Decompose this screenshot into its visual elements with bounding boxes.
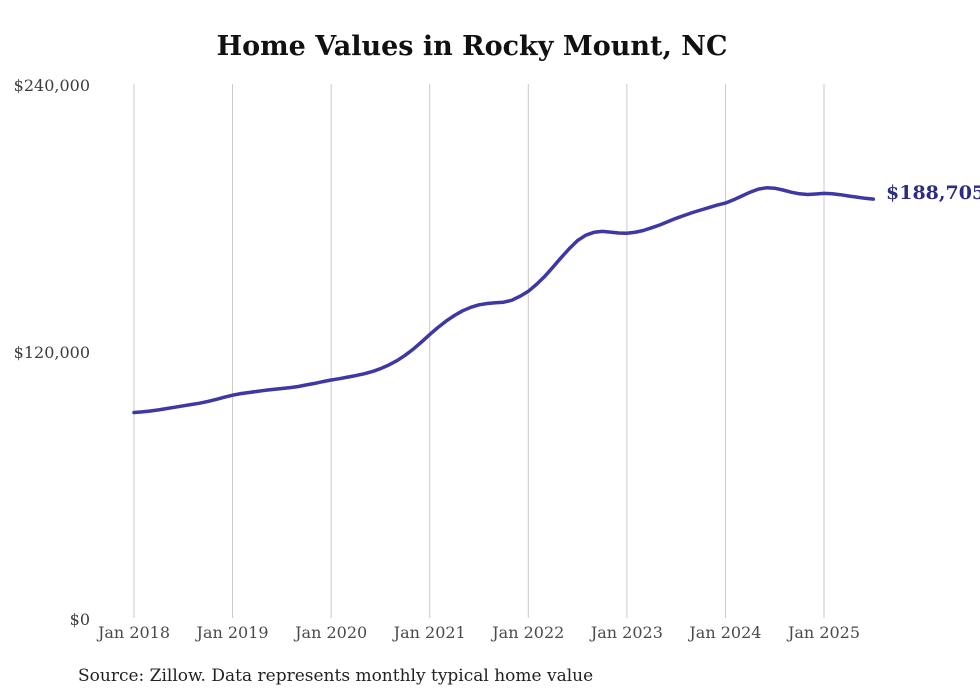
- y-axis-tick-label: $240,000: [14, 76, 90, 95]
- home-value-line: [132, 186, 876, 415]
- x-axis-tick-label: Jan 2022: [490, 623, 564, 642]
- x-axis-tick-label: Jan 2023: [589, 623, 663, 642]
- y-axis-tick-label: $120,000: [14, 343, 90, 362]
- source-note: Source: Zillow. Data represents monthly …: [78, 666, 594, 686]
- x-axis-tick-label: Jan 2025: [786, 623, 860, 642]
- x-axis-tick-label: Jan 2018: [96, 623, 170, 642]
- chart-title: Home Values in Rocky Mount, NC: [216, 31, 728, 62]
- x-axis-tick-label: Jan 2019: [195, 623, 269, 642]
- x-axis-tick-label: Jan 2021: [392, 623, 466, 642]
- end-value-label: $188,705: [886, 182, 980, 204]
- x-axis-tick-label: Jan 2020: [293, 623, 367, 642]
- x-axis-tick-label: Jan 2024: [687, 623, 761, 642]
- y-axis-tick-label: $0: [70, 610, 90, 629]
